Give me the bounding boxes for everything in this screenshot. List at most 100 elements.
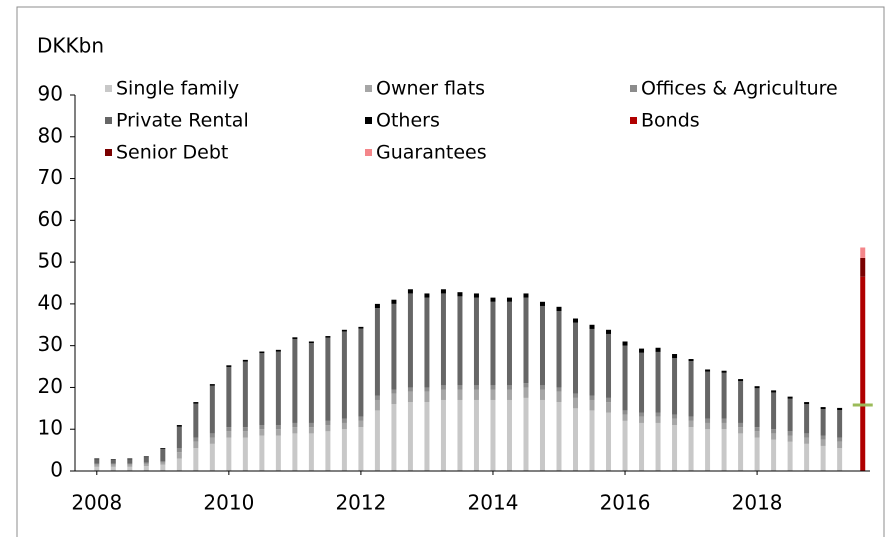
bar-segment [176, 426, 182, 449]
bar-segment [672, 414, 678, 419]
bar-segment [440, 385, 446, 390]
bar-segment [606, 329, 612, 334]
bar-segment [292, 337, 298, 339]
bar-segment [506, 389, 512, 400]
bar-segment [738, 379, 744, 382]
bar-segment [721, 370, 727, 373]
bar-segment [424, 293, 430, 298]
bar-segment [556, 310, 562, 388]
bar-segment [688, 427, 694, 471]
bar-segment [473, 297, 479, 386]
bar-segment [127, 463, 133, 465]
bar-segment [473, 293, 479, 298]
bar-segment [705, 418, 711, 423]
legend-label: Private Rental [116, 110, 249, 132]
bar-segment [589, 324, 595, 329]
bar-segment [308, 433, 314, 471]
bar-segment [374, 303, 380, 309]
legend-swatch [365, 117, 372, 124]
bar-segment [143, 456, 149, 458]
bar-segment [424, 297, 430, 388]
bar-segment [374, 308, 380, 396]
y-tick-label: 50 [38, 249, 63, 273]
bar-segment [193, 402, 199, 404]
bar-segment [606, 402, 612, 413]
legend-label: Guarantees [376, 142, 487, 164]
frame [16, 6, 885, 537]
bar-segment [754, 388, 760, 428]
bar-segment [523, 397, 529, 471]
bar-segment [259, 351, 265, 354]
bar-segment [457, 296, 463, 386]
bar-segment [754, 431, 760, 438]
bar-segment [209, 443, 215, 471]
bar-segment [523, 387, 529, 398]
bar-segment [787, 431, 793, 436]
bar-segment [787, 398, 793, 432]
bar-segment [275, 351, 281, 426]
bar-segment [490, 297, 496, 302]
bar-segment [325, 425, 331, 432]
bar-segment [672, 425, 678, 471]
bar-segment [539, 399, 545, 471]
bar-segment [341, 418, 347, 423]
bar-segment [573, 322, 579, 394]
bar-segment [424, 391, 430, 403]
bar-segment [242, 431, 248, 438]
bar-segment [193, 441, 199, 449]
bar-segment [606, 333, 612, 398]
bar-segment [391, 393, 397, 405]
bar-segment [655, 412, 661, 417]
bar-segment [738, 427, 744, 434]
bar-segment [440, 389, 446, 400]
bar-segment [860, 257, 866, 277]
bar-segment [523, 297, 529, 384]
bar-segment [226, 366, 232, 428]
bar-segment [820, 409, 826, 436]
bar-segment [424, 402, 430, 471]
bar-segment [787, 435, 793, 442]
bar-segment [523, 383, 529, 388]
bar-segment [539, 301, 545, 306]
bar-segment [110, 464, 116, 467]
bar-segment [275, 435, 281, 471]
bar-segment [771, 439, 777, 471]
y-tick-label: 0 [50, 458, 63, 482]
bar-segment [473, 385, 479, 390]
x-tick-label: 2012 [335, 491, 386, 515]
bar-segment [127, 458, 133, 460]
legend-swatch [630, 117, 637, 124]
bar-segment [391, 404, 397, 471]
bar-segment [820, 445, 826, 471]
bar-segment [308, 343, 314, 423]
bar-segment [655, 422, 661, 471]
bar-segment [705, 422, 711, 430]
bar-segment [110, 463, 116, 465]
bar-segment [94, 458, 100, 460]
bar-segment [639, 416, 645, 423]
bar-segment [457, 399, 463, 471]
legend-label: Offices & Agriculture [641, 78, 838, 100]
bar-segment [639, 422, 645, 471]
bar-segment [457, 389, 463, 400]
bar-segment [391, 389, 397, 394]
bar-segment [127, 466, 133, 471]
y-axis-label: DKKbn [37, 34, 104, 58]
legend-swatch [105, 117, 112, 124]
bar-segment [473, 399, 479, 471]
legend-swatch [365, 85, 372, 92]
bar-segment [94, 463, 100, 465]
bar-segment [556, 402, 562, 471]
bar-segment [143, 465, 149, 471]
bar-segment [193, 403, 199, 438]
bar-segment [308, 341, 314, 344]
bar-segment [143, 462, 149, 464]
bar-segment [110, 460, 116, 464]
bar-segment [358, 420, 364, 428]
bar-segment [391, 299, 397, 304]
bar-segment [110, 466, 116, 471]
bar-segment [490, 301, 496, 386]
legend-swatch [630, 85, 637, 92]
bar-segment [539, 389, 545, 400]
bar-segment [457, 385, 463, 390]
